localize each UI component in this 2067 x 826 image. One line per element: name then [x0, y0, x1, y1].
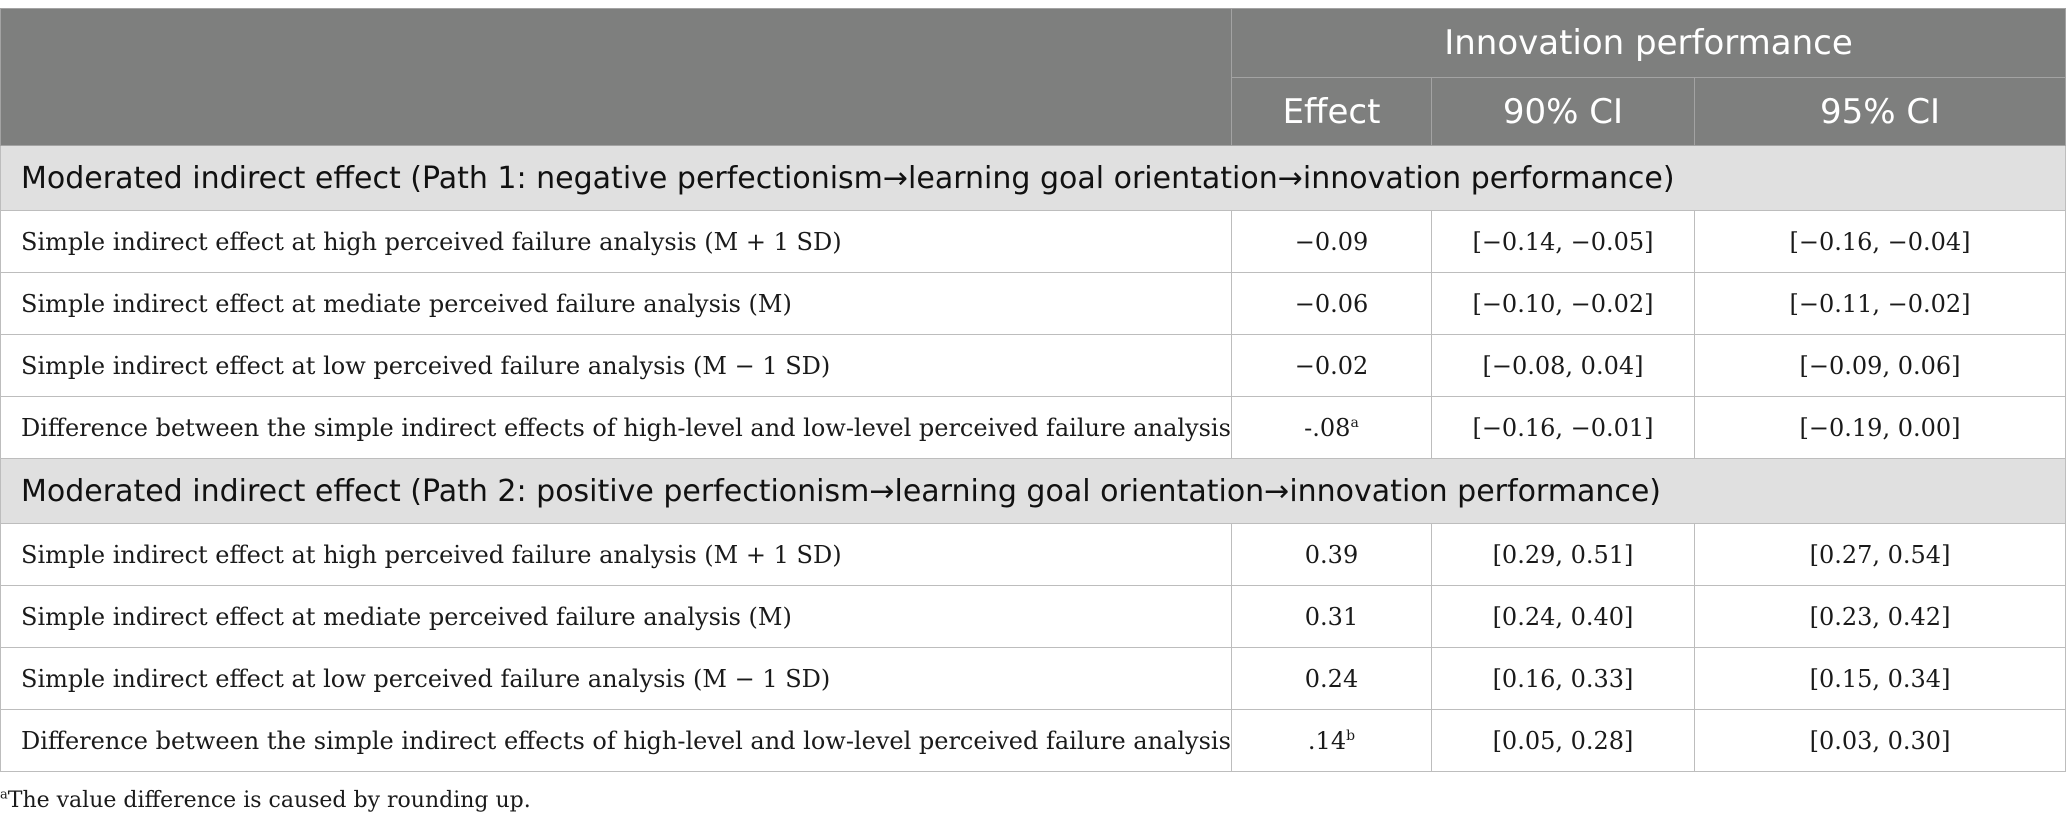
effect-cell: 0.24: [1231, 647, 1432, 710]
effect-cell: 0.39: [1231, 523, 1432, 586]
ci95-cell: [0.23, 0.42]: [1693, 585, 2067, 648]
effect-cell: 0.31: [1231, 585, 1432, 648]
ci95-cell: [0.03, 0.30]: [1693, 709, 2067, 772]
ci95-cell: [−0.11, −0.02]: [1693, 272, 2067, 335]
table-row: Difference between the simple indirect e…: [0, 709, 2067, 772]
row-label: Simple indirect effect at mediate percei…: [0, 585, 1232, 648]
effect-cell: −0.06: [1231, 272, 1432, 335]
footnote-marker: a: [0, 787, 8, 803]
table-row: Simple indirect effect at high perceived…: [0, 210, 2067, 273]
ci90-cell: [0.24, 0.40]: [1431, 585, 1695, 648]
row-label: Difference between the simple indirect e…: [0, 396, 1232, 459]
table-row: Simple indirect effect at high perceived…: [0, 523, 2067, 586]
header-ci95: 95% CI: [1693, 77, 2067, 146]
row-label: Simple indirect effect at high perceived…: [0, 210, 1232, 273]
effect-value: 0.24: [1304, 664, 1359, 693]
ci90-cell: [−0.14, −0.05]: [1431, 210, 1695, 273]
effect-value: 0.39: [1304, 540, 1359, 569]
effect-cell: -.08a: [1231, 396, 1432, 459]
effect-value: −0.09: [1294, 227, 1369, 256]
header-blank-cell: [0, 8, 1232, 146]
row-label: Difference between the simple indirect e…: [0, 709, 1232, 772]
ci95-cell: [−0.16, −0.04]: [1693, 210, 2067, 273]
row-label: Simple indirect effect at mediate percei…: [0, 272, 1232, 335]
header-group-label: Innovation performance: [1230, 8, 2067, 78]
effect-value: -.08: [1304, 413, 1351, 442]
effect-cell: .14b: [1231, 709, 1432, 772]
effect-value: .14: [1307, 726, 1347, 755]
ci95-cell: [0.15, 0.34]: [1693, 647, 2067, 710]
section-title: Moderated indirect effect (Path 2: posit…: [0, 458, 2067, 524]
header-effect: Effect: [1231, 77, 1432, 146]
effect-cell: −0.02: [1231, 334, 1432, 397]
table-body: Moderated indirect effect (Path 1: negat…: [0, 145, 2067, 772]
ci95-cell: [0.27, 0.54]: [1693, 523, 2067, 586]
table-row: Simple indirect effect at low perceived …: [0, 334, 2067, 397]
ci90-cell: [0.16, 0.33]: [1431, 647, 1695, 710]
effect-cell: −0.09: [1231, 210, 1432, 273]
ci90-cell: [−0.08, 0.04]: [1431, 334, 1695, 397]
section-title: Moderated indirect effect (Path 1: negat…: [0, 145, 2067, 211]
effect-value: −0.02: [1294, 351, 1369, 380]
results-table-container: Innovation performance Effect 90% CI 95%…: [0, 8, 2067, 772]
table-row: Simple indirect effect at mediate percei…: [0, 585, 2067, 648]
table-row: Simple indirect effect at low perceived …: [0, 647, 2067, 710]
ci90-cell: [0.05, 0.28]: [1431, 709, 1695, 772]
effect-footnote-marker: b: [1346, 727, 1356, 744]
section-header-row: Moderated indirect effect (Path 2: posit…: [0, 458, 2067, 524]
row-label: Simple indirect effect at high perceived…: [0, 523, 1232, 586]
ci90-cell: [−0.10, −0.02]: [1431, 272, 1695, 335]
effect-footnote-marker: a: [1350, 414, 1359, 431]
footnote-text: The value difference is caused by roundi…: [7, 788, 531, 813]
table-footnote: aThe value difference is caused by round…: [0, 788, 531, 813]
effect-value: −0.06: [1294, 289, 1369, 318]
ci95-cell: [−0.09, 0.06]: [1693, 334, 2067, 397]
effect-value: 0.31: [1304, 602, 1359, 631]
moderated-indirect-effects-table: Innovation performance Effect 90% CI 95%…: [0, 8, 2067, 772]
table-header: Innovation performance Effect 90% CI 95%…: [0, 8, 2067, 146]
ci95-cell: [−0.19, 0.00]: [1693, 396, 2067, 459]
table-row: Simple indirect effect at mediate percei…: [0, 272, 2067, 335]
section-header-row: Moderated indirect effect (Path 1: negat…: [0, 145, 2067, 211]
row-label: Simple indirect effect at low perceived …: [0, 334, 1232, 397]
header-ci90: 90% CI: [1431, 77, 1695, 146]
table-row: Difference between the simple indirect e…: [0, 396, 2067, 459]
ci90-cell: [−0.16, −0.01]: [1431, 396, 1695, 459]
ci90-cell: [0.29, 0.51]: [1431, 523, 1695, 586]
row-label: Simple indirect effect at low perceived …: [0, 647, 1232, 710]
